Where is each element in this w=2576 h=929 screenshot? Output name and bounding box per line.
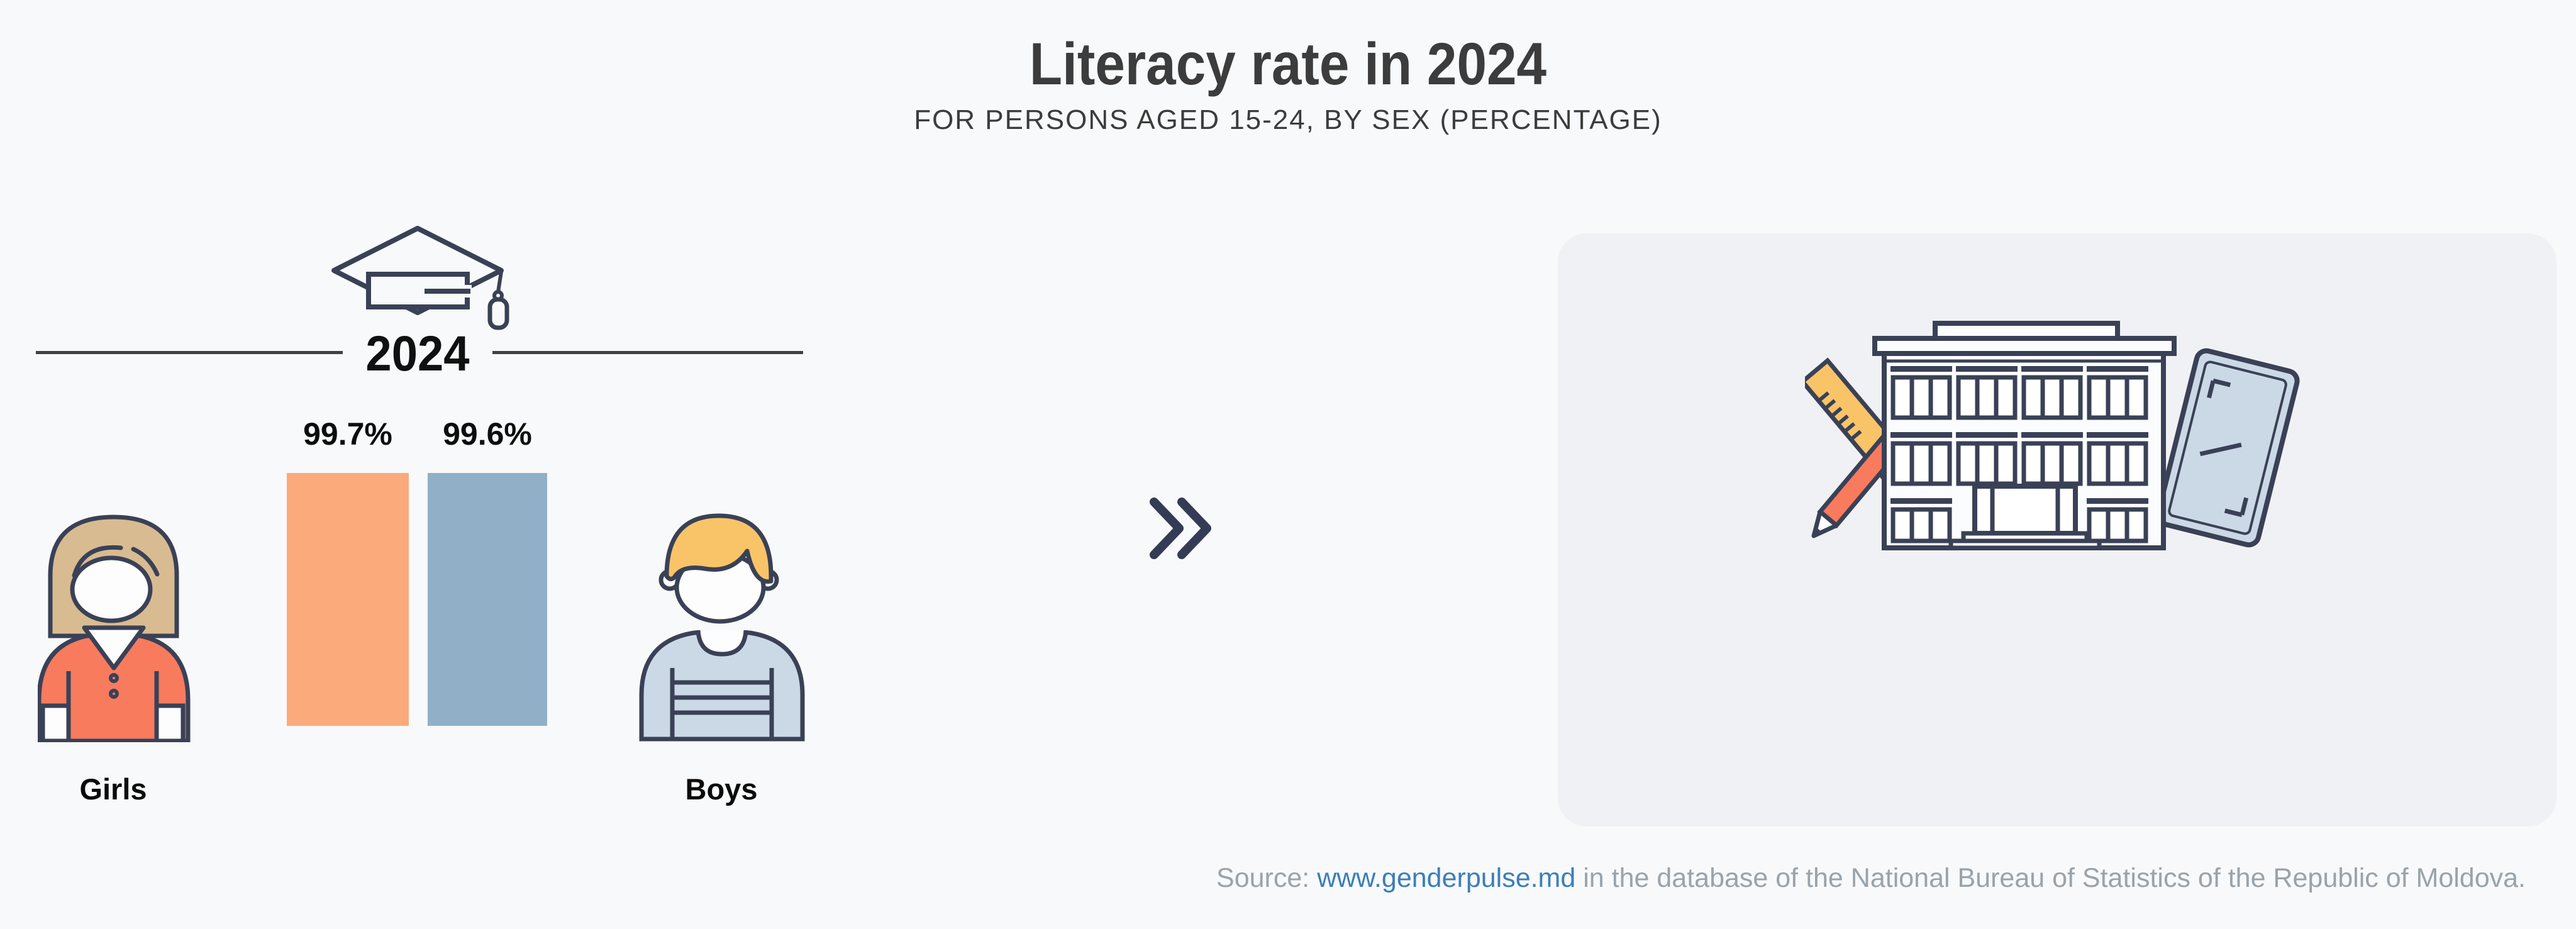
school-building-icon	[1805, 321, 2300, 550]
page-title: Literacy rate in 2024	[1029, 31, 1547, 97]
source-line: Source: www.genderpulse.md in the databa…	[1216, 863, 2526, 893]
source-link[interactable]: www.genderpulse.md	[1317, 863, 1576, 893]
year-label: 2024	[365, 325, 470, 381]
double-chevron-right-icon	[1150, 498, 1211, 559]
value-label-girls: 99.7%	[303, 416, 392, 452]
girl-icon	[38, 515, 191, 742]
book-icon	[2155, 348, 2300, 548]
boy-icon	[639, 513, 805, 742]
divider-line-left	[36, 351, 343, 354]
bar-boys	[428, 473, 547, 726]
graduation-cap-icon	[331, 226, 509, 330]
category-label-girls: Girls	[79, 772, 147, 806]
value-label-boys: 99.6%	[443, 416, 532, 452]
page-subtitle: FOR PERSONS AGED 15-24, BY SEX (PERCENTA…	[914, 104, 1662, 135]
source-prefix: Source:	[1216, 863, 1318, 893]
divider-line-right	[492, 351, 803, 354]
building-body	[1872, 321, 2177, 550]
source-suffix: in the database of the National Bureau o…	[1575, 863, 2526, 893]
bar-girls	[287, 473, 409, 726]
category-label-boys: Boys	[685, 772, 758, 806]
